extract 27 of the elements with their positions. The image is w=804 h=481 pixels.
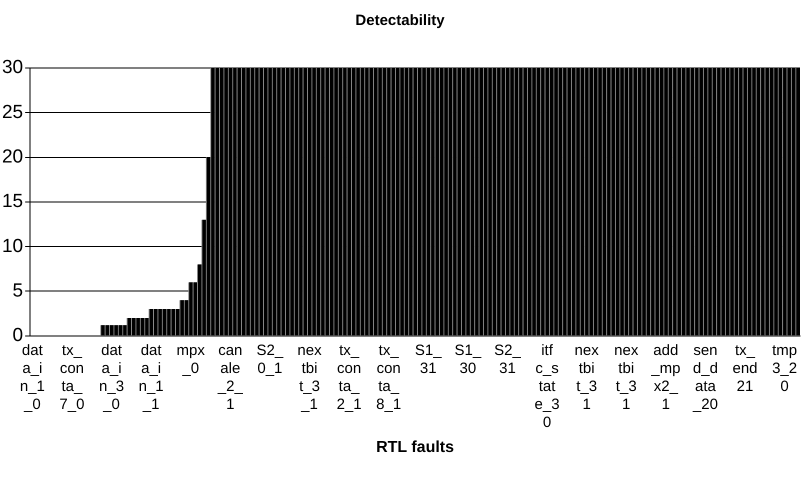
x-axis-title: RTL faults: [376, 438, 454, 456]
x-tick-label: tmp3_20: [772, 342, 798, 395]
x-tick-label: S1_31: [414, 342, 442, 377]
y-tick-label: 20: [2, 146, 24, 168]
y-tick-label: 10: [2, 236, 24, 257]
y-tick-label: 30: [2, 57, 24, 78]
x-tick-label: nextbit_3_1: [297, 342, 322, 413]
x-tick-label: tx_conta_7_0: [59, 342, 84, 413]
x-tick-label: S2_31: [494, 342, 522, 377]
x-tick-label: data_in_1_1: [138, 342, 164, 413]
x-tick-label: data_in_3_0: [99, 342, 124, 413]
x-tick-label: itfc_state_30: [534, 342, 560, 431]
x-tick-label: add_mpx2_1: [650, 342, 680, 413]
y-tick-label: 15: [2, 191, 24, 212]
x-tick-label: mpx_0: [176, 342, 206, 377]
x-tick-label: tx_conta_8_1: [376, 342, 402, 413]
x-tick-label: send_data_20: [692, 342, 718, 413]
x-tick-label: canale_2_1: [216, 342, 244, 413]
x-tick-label: nextbit_31: [614, 342, 639, 413]
y-tick-label: 25: [2, 102, 24, 123]
x-tick-label: S2_0_1: [256, 342, 284, 377]
x-tick-label: S1_30: [454, 342, 482, 377]
x-tick-label: tx_conta_2_1: [336, 342, 362, 413]
x-tick-label: nextbit_31: [574, 342, 600, 413]
x-tick-label: tx_end21: [732, 342, 758, 395]
y-tick-label: 5: [12, 280, 24, 302]
chart-title: Detectability: [355, 12, 446, 30]
